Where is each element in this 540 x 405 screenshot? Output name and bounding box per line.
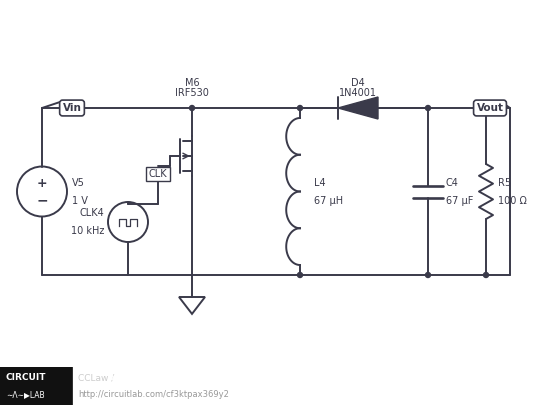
Text: 67 μH: 67 μH [314, 196, 343, 205]
Bar [0, 367, 72, 405]
Text: −: − [36, 194, 48, 207]
Text: C4: C4 [446, 177, 459, 188]
Text: buck-boost converter: buck-boost converter [108, 373, 217, 382]
Circle shape [298, 105, 302, 111]
Circle shape [426, 273, 430, 277]
Text: +: + [37, 177, 48, 190]
Text: R5: R5 [498, 177, 511, 188]
Text: 10 kHz: 10 kHz [71, 226, 104, 236]
Text: Vin: Vin [63, 103, 82, 113]
Text: 67 μF: 67 μF [446, 196, 474, 205]
Text: V5: V5 [72, 177, 85, 188]
Text: 100 Ω: 100 Ω [498, 196, 527, 205]
Circle shape [190, 105, 194, 111]
Bar [72, 367, 73, 405]
Text: M6: M6 [185, 78, 199, 88]
Circle shape [483, 273, 489, 277]
Text: 1 V: 1 V [72, 196, 88, 205]
Text: IRF530: IRF530 [175, 88, 209, 98]
Polygon shape [338, 97, 378, 119]
Circle shape [298, 273, 302, 277]
Text: L4: L4 [314, 177, 326, 188]
Text: ∼Λ∼▶LAB: ∼Λ∼▶LAB [6, 390, 45, 399]
Text: CIRCUIT: CIRCUIT [6, 373, 46, 382]
Text: Vout: Vout [476, 103, 503, 113]
Text: D4: D4 [351, 78, 365, 88]
Text: http://circuitlab.com/cf3ktpax369y2: http://circuitlab.com/cf3ktpax369y2 [78, 390, 229, 399]
Text: CLK: CLK [148, 169, 167, 179]
Text: CCLaw /: CCLaw / [78, 373, 117, 382]
Circle shape [426, 105, 430, 111]
Text: CLK4: CLK4 [79, 208, 104, 218]
Text: 1N4001: 1N4001 [339, 88, 377, 98]
